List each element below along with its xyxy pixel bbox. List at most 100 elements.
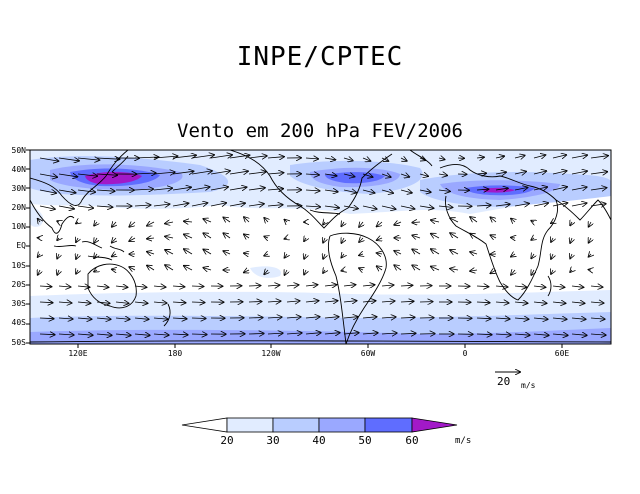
wind-vector <box>191 155 214 158</box>
colorbar-segment <box>181 417 228 433</box>
lon-label: 60W <box>360 349 376 358</box>
wind-vector <box>305 190 320 191</box>
page-title: INPE/CPTEC <box>236 42 404 72</box>
wind-vector <box>229 203 245 206</box>
wind-vector <box>341 222 344 226</box>
wind-vector <box>58 190 76 193</box>
colorbar-label: 60 <box>405 434 419 447</box>
wind-vector <box>412 235 421 238</box>
wind-vector <box>39 190 56 193</box>
wind-vector <box>531 270 534 275</box>
wind-vector <box>450 250 459 254</box>
wind-vector <box>552 286 564 287</box>
wind-vector <box>77 206 93 208</box>
wind-vector <box>305 285 317 286</box>
wind-vector <box>324 301 338 302</box>
wind-vector <box>400 317 415 318</box>
wind-vector <box>495 334 511 335</box>
wind-vector <box>570 270 572 272</box>
wind-vector <box>533 155 545 158</box>
wind-vector <box>134 157 158 158</box>
wind-vector <box>412 265 421 270</box>
wind-vector <box>191 302 205 303</box>
wind-vector <box>96 190 115 191</box>
wind-vector <box>491 217 497 222</box>
wind-vector <box>96 334 112 335</box>
wind-vector <box>184 234 193 238</box>
lat-label: 30N <box>11 184 26 193</box>
wind-vector <box>323 270 325 273</box>
wind-vector <box>514 156 525 159</box>
wind-vector <box>172 302 186 303</box>
colorbar <box>181 417 458 433</box>
wind-vector <box>394 222 402 225</box>
wind-vector <box>400 301 414 302</box>
wind-vector <box>495 302 509 303</box>
wind-vector <box>495 204 510 206</box>
wind-vector <box>431 267 440 271</box>
wind-vector <box>590 318 605 319</box>
wind-vector <box>39 286 51 287</box>
wind-vector <box>324 333 340 334</box>
wind-vector <box>419 206 433 208</box>
wind-vector <box>94 270 97 272</box>
wind-speed-shading <box>30 150 611 344</box>
wind-vector <box>359 268 363 270</box>
lat-label: 50N <box>11 146 26 155</box>
colorbar-label: 40 <box>312 434 326 447</box>
wind-vector <box>39 334 55 335</box>
wind-vector <box>39 302 53 303</box>
wind-vector <box>533 187 547 190</box>
wind-vector <box>112 238 116 243</box>
wind-vector <box>570 222 572 225</box>
wind-vector <box>244 234 249 238</box>
wind-vector <box>381 301 395 302</box>
wind-vector <box>264 270 268 274</box>
wind-vector <box>551 254 553 259</box>
wind-vector <box>248 334 264 335</box>
wind-vector <box>590 188 606 190</box>
wind-vector <box>115 318 130 319</box>
wind-vector <box>514 318 529 319</box>
wind-vector <box>533 286 545 287</box>
wind-vector <box>248 188 265 190</box>
wind-vector <box>533 171 546 174</box>
wind-vector <box>134 205 150 206</box>
wind-vectors <box>38 155 608 335</box>
wind-vector <box>412 249 421 254</box>
wind-vector <box>248 204 264 206</box>
wind-vector <box>153 156 177 158</box>
wind-vector <box>172 171 193 174</box>
lat-label: 10N <box>11 222 26 231</box>
lat-label: 10S <box>11 261 26 270</box>
wind-vector <box>343 317 358 318</box>
wind-vector <box>147 238 155 239</box>
wind-vector <box>77 302 91 303</box>
wind-vector <box>571 155 587 158</box>
wind-vector <box>438 158 445 159</box>
wind-vector <box>153 334 169 335</box>
wind-vector <box>165 265 174 271</box>
wind-vector <box>323 254 325 259</box>
wind-vector <box>304 270 306 275</box>
wind-vector <box>533 318 548 319</box>
wind-vector <box>341 238 344 243</box>
wind-vector <box>533 302 547 303</box>
wind-vector <box>184 266 193 270</box>
reference-vector-unit: m/s <box>521 381 536 390</box>
wind-vector <box>57 238 59 240</box>
wind-vector <box>419 190 431 192</box>
wind-vector <box>377 266 382 270</box>
wind-vector <box>381 174 391 177</box>
wind-vector <box>112 254 116 256</box>
wind-vector <box>491 235 497 238</box>
wind-vector <box>248 172 266 174</box>
wind-vector <box>96 286 108 287</box>
wind-vector <box>511 238 515 239</box>
wind-vector <box>184 221 193 222</box>
wind-vector <box>210 187 228 190</box>
lon-label: 0 <box>462 349 468 358</box>
wind-vector <box>305 317 320 318</box>
wind-vector <box>359 254 363 255</box>
wind-vector <box>400 158 407 161</box>
